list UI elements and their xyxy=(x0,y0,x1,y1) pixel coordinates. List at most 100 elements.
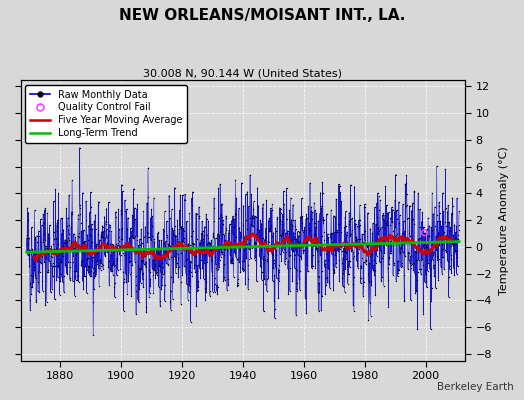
Point xyxy=(396,249,405,256)
Point xyxy=(179,228,188,234)
Point xyxy=(448,195,456,201)
Point xyxy=(325,279,333,286)
Point xyxy=(162,251,171,257)
Point xyxy=(37,222,46,228)
Point xyxy=(86,273,94,279)
Point xyxy=(151,270,160,276)
Point xyxy=(183,218,191,224)
Point xyxy=(25,256,34,262)
Point xyxy=(221,277,229,284)
Point xyxy=(52,245,60,252)
Point xyxy=(51,251,59,257)
Point xyxy=(79,278,87,284)
Point xyxy=(138,270,146,277)
Point xyxy=(350,253,358,260)
Point xyxy=(309,263,317,270)
Point xyxy=(188,195,196,202)
Point xyxy=(422,278,430,284)
Point xyxy=(141,253,150,260)
Point xyxy=(195,215,203,221)
Point xyxy=(85,264,93,270)
Point xyxy=(306,227,314,233)
Point xyxy=(445,219,453,226)
Point xyxy=(116,252,125,258)
Point xyxy=(128,213,137,219)
Point xyxy=(241,233,249,240)
Point xyxy=(452,271,461,277)
Point xyxy=(382,235,390,241)
Point xyxy=(43,269,51,275)
Point xyxy=(440,266,448,272)
Point xyxy=(454,232,463,238)
Point xyxy=(102,218,111,224)
Point xyxy=(225,221,234,228)
Point xyxy=(97,232,105,238)
Point xyxy=(69,244,78,251)
Point xyxy=(309,238,318,245)
Point xyxy=(149,272,157,278)
Point xyxy=(193,262,202,268)
Point xyxy=(295,276,303,282)
Point xyxy=(282,192,291,198)
Point xyxy=(351,226,359,232)
Point xyxy=(101,235,109,241)
Point xyxy=(36,259,44,266)
Point xyxy=(291,223,300,229)
Point xyxy=(298,226,307,233)
Point xyxy=(107,252,115,258)
Point xyxy=(411,249,420,255)
Point xyxy=(324,265,332,272)
Point xyxy=(397,233,406,240)
Point xyxy=(156,303,165,310)
Point xyxy=(149,257,157,264)
Point xyxy=(347,215,355,222)
Point xyxy=(192,235,201,242)
Point xyxy=(439,254,447,260)
Point xyxy=(420,244,428,251)
Point xyxy=(30,207,39,213)
Point xyxy=(204,245,212,252)
Point xyxy=(346,232,355,239)
Point xyxy=(388,206,397,213)
Point xyxy=(96,263,105,269)
Point xyxy=(352,244,360,251)
Point xyxy=(58,250,67,256)
Point xyxy=(434,230,443,236)
Point xyxy=(163,253,172,260)
Point xyxy=(396,249,405,255)
Point xyxy=(163,234,171,240)
Point xyxy=(333,244,342,251)
Point xyxy=(330,268,339,275)
Point xyxy=(363,240,371,246)
Point xyxy=(34,288,42,294)
Point xyxy=(206,240,215,246)
Point xyxy=(451,247,460,253)
Point xyxy=(165,208,173,214)
Point xyxy=(435,199,443,206)
Point xyxy=(297,254,305,260)
Point xyxy=(406,232,414,239)
Point xyxy=(257,276,266,283)
Point xyxy=(52,277,61,283)
Point xyxy=(166,215,174,221)
Point xyxy=(219,278,227,285)
Point xyxy=(453,254,462,260)
Point xyxy=(359,282,367,289)
Point xyxy=(253,184,261,191)
Point xyxy=(27,251,35,257)
Point xyxy=(257,264,265,270)
Point xyxy=(141,233,149,240)
Point xyxy=(451,234,460,241)
Point xyxy=(70,268,79,275)
Text: Berkeley Earth: Berkeley Earth xyxy=(437,382,514,392)
Point xyxy=(331,252,340,258)
Point xyxy=(254,202,263,209)
Point xyxy=(381,183,390,189)
Point xyxy=(54,190,62,196)
Point xyxy=(115,251,124,257)
Point xyxy=(61,236,69,243)
Point xyxy=(324,234,333,240)
Point xyxy=(168,225,177,232)
Point xyxy=(418,218,426,225)
Point xyxy=(290,256,299,262)
